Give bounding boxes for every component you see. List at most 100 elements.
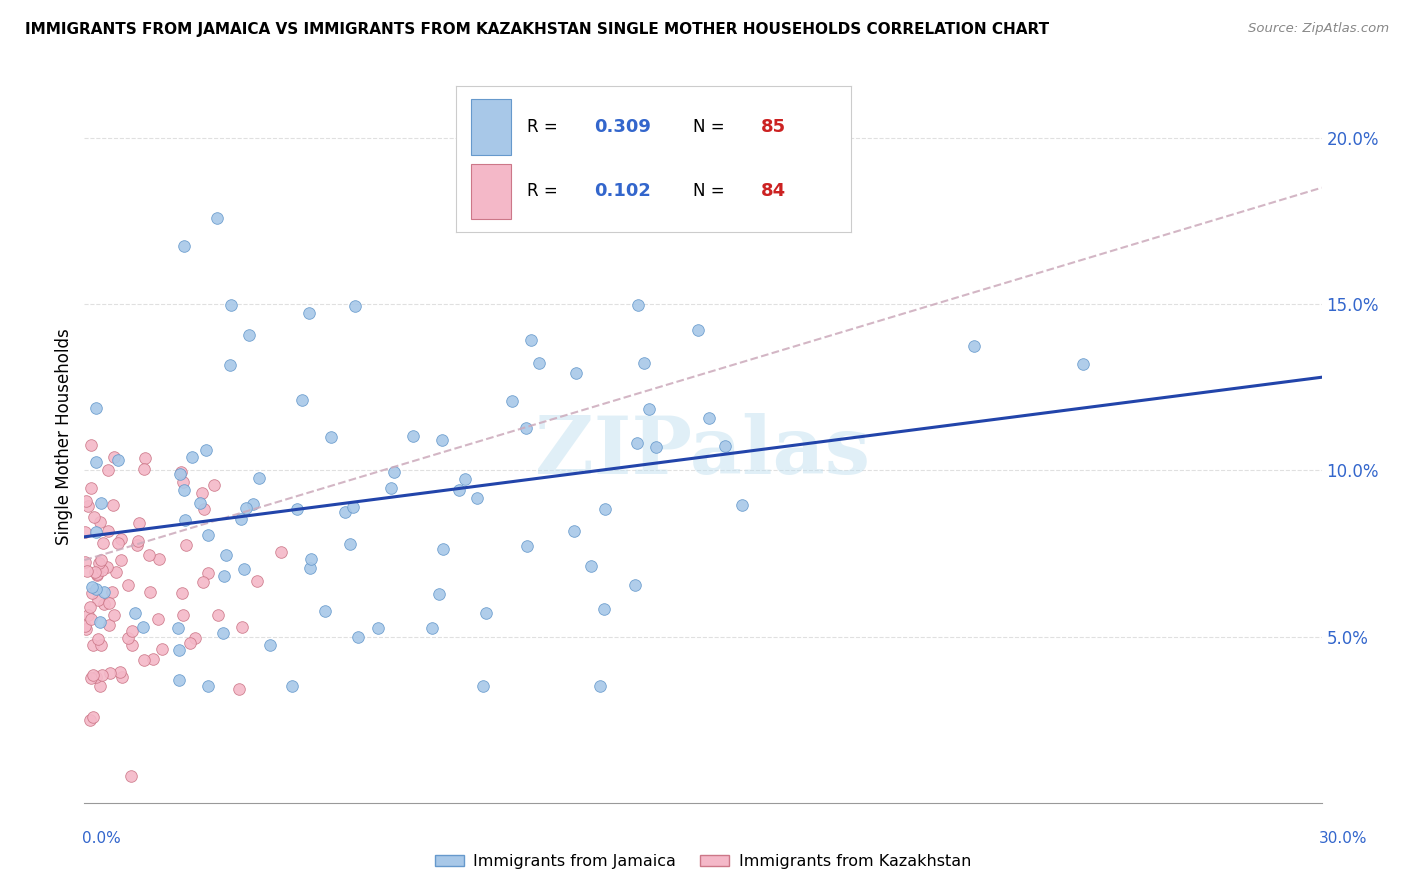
Point bbox=[183, 632, 205, 646]
Point bbox=[84, 401, 107, 416]
Point bbox=[82, 667, 104, 681]
Point bbox=[169, 673, 191, 687]
Point bbox=[148, 552, 170, 566]
Point bbox=[270, 545, 292, 559]
Point bbox=[84, 670, 107, 684]
Point bbox=[319, 430, 342, 444]
Point bbox=[298, 306, 321, 320]
Point bbox=[98, 596, 121, 610]
Point bbox=[169, 643, 191, 657]
Point bbox=[128, 516, 150, 530]
Point bbox=[75, 618, 97, 632]
Point bbox=[235, 501, 257, 516]
Point bbox=[197, 680, 219, 694]
Point bbox=[89, 679, 111, 693]
Point bbox=[564, 524, 586, 538]
Point bbox=[101, 499, 124, 513]
Point bbox=[75, 622, 97, 636]
Point bbox=[124, 606, 146, 620]
Point bbox=[219, 358, 242, 372]
Point bbox=[215, 549, 238, 563]
Point bbox=[167, 621, 190, 635]
Point bbox=[79, 438, 101, 452]
Point bbox=[104, 565, 127, 579]
Point bbox=[624, 578, 647, 592]
Point bbox=[686, 323, 709, 337]
Point bbox=[120, 769, 142, 783]
Point bbox=[103, 607, 125, 622]
Point bbox=[86, 568, 108, 582]
Point bbox=[429, 587, 451, 601]
Point bbox=[125, 538, 148, 552]
Point bbox=[91, 535, 114, 549]
Point bbox=[1071, 357, 1094, 371]
Point bbox=[83, 510, 105, 524]
Point bbox=[238, 327, 260, 342]
Point bbox=[110, 553, 132, 567]
Point bbox=[170, 586, 193, 600]
Point bbox=[246, 574, 269, 589]
Point bbox=[73, 555, 96, 569]
Point bbox=[134, 451, 156, 466]
Point bbox=[90, 639, 112, 653]
Point bbox=[515, 421, 537, 435]
Point bbox=[82, 638, 104, 652]
Point bbox=[117, 578, 139, 592]
Point bbox=[465, 491, 488, 505]
Point bbox=[84, 455, 107, 469]
Point bbox=[172, 475, 194, 490]
Point bbox=[91, 667, 114, 681]
Point bbox=[221, 298, 243, 312]
Point bbox=[191, 574, 214, 589]
Point bbox=[101, 584, 124, 599]
Point bbox=[79, 713, 101, 727]
Point bbox=[347, 630, 370, 644]
Point bbox=[93, 597, 115, 611]
Text: ZIPalas: ZIPalas bbox=[536, 413, 870, 491]
Point bbox=[202, 478, 225, 492]
Point bbox=[77, 607, 100, 622]
Point bbox=[420, 621, 443, 635]
Point bbox=[627, 298, 650, 312]
Point bbox=[367, 621, 389, 635]
Point bbox=[173, 239, 195, 253]
Point bbox=[75, 494, 97, 508]
Point bbox=[89, 515, 111, 529]
Point bbox=[108, 665, 131, 680]
Point bbox=[212, 569, 235, 583]
Point bbox=[430, 433, 453, 447]
Point bbox=[110, 532, 132, 546]
Point bbox=[87, 556, 110, 570]
Point bbox=[447, 483, 470, 498]
Point bbox=[97, 524, 120, 538]
Point bbox=[107, 453, 129, 467]
Text: 30.0%: 30.0% bbox=[1319, 831, 1367, 847]
Point bbox=[645, 440, 668, 454]
Point bbox=[169, 466, 191, 480]
Text: 0.0%: 0.0% bbox=[82, 831, 121, 847]
Point bbox=[697, 411, 720, 425]
Point bbox=[233, 562, 256, 576]
Point bbox=[527, 356, 550, 370]
Point bbox=[231, 620, 253, 634]
Point bbox=[593, 501, 616, 516]
Point bbox=[84, 582, 107, 596]
Point bbox=[103, 450, 125, 465]
Point bbox=[173, 483, 195, 498]
Point bbox=[132, 620, 155, 634]
Point bbox=[633, 355, 655, 369]
Text: IMMIGRANTS FROM JAMAICA VS IMMIGRANTS FROM KAZAKHSTAN SINGLE MOTHER HOUSEHOLDS C: IMMIGRANTS FROM JAMAICA VS IMMIGRANTS FR… bbox=[25, 22, 1049, 37]
Point bbox=[193, 502, 215, 516]
Point bbox=[290, 393, 312, 408]
Legend: Immigrants from Jamaica, Immigrants from Kazakhstan: Immigrants from Jamaica, Immigrants from… bbox=[429, 847, 977, 875]
Point bbox=[339, 537, 361, 551]
Point bbox=[80, 586, 103, 600]
Point bbox=[195, 443, 218, 458]
Point bbox=[380, 481, 402, 495]
Point bbox=[84, 525, 107, 540]
Point bbox=[97, 618, 120, 632]
Point bbox=[111, 670, 134, 684]
Point bbox=[454, 472, 477, 486]
Point bbox=[731, 498, 754, 512]
Y-axis label: Single Mother Households: Single Mother Households bbox=[55, 329, 73, 545]
